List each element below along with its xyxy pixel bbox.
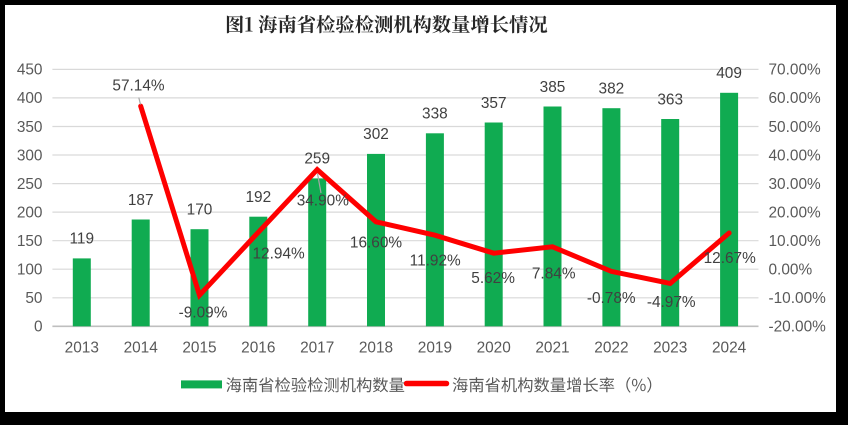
svg-text:0.00%: 0.00%	[769, 262, 813, 279]
svg-text:302: 302	[363, 126, 389, 143]
svg-text:2023: 2023	[653, 340, 687, 357]
svg-text:100: 100	[17, 262, 43, 279]
svg-text:16.60%: 16.60%	[350, 235, 403, 252]
svg-text:187: 187	[128, 192, 154, 209]
svg-text:382: 382	[599, 81, 625, 98]
svg-text:60.00%: 60.00%	[769, 90, 822, 107]
svg-text:2014: 2014	[124, 340, 159, 357]
svg-text:119: 119	[70, 231, 95, 248]
svg-text:2016: 2016	[241, 340, 275, 357]
svg-text:40.00%: 40.00%	[769, 147, 822, 164]
svg-text:2017: 2017	[300, 340, 334, 357]
svg-text:170: 170	[187, 202, 213, 219]
svg-text:50.00%: 50.00%	[769, 119, 822, 136]
svg-text:12.94%: 12.94%	[252, 246, 305, 263]
svg-text:-20.00%: -20.00%	[769, 319, 827, 336]
svg-text:250: 250	[17, 176, 43, 193]
svg-text:150: 150	[17, 233, 43, 250]
svg-text:450: 450	[17, 62, 43, 79]
svg-text:30.00%: 30.00%	[769, 176, 822, 193]
svg-text:363: 363	[657, 91, 683, 108]
svg-text:7.84%: 7.84%	[532, 266, 576, 283]
svg-text:0: 0	[34, 319, 43, 336]
svg-text:2013: 2013	[65, 340, 99, 357]
svg-text:-0.78%: -0.78%	[587, 290, 636, 307]
svg-text:70.00%: 70.00%	[769, 62, 822, 79]
svg-text:300: 300	[17, 147, 43, 164]
svg-text:5.62%: 5.62%	[471, 270, 515, 287]
svg-text:2018: 2018	[359, 340, 393, 357]
svg-text:12.67%: 12.67%	[704, 250, 757, 267]
svg-text:338: 338	[422, 106, 448, 123]
svg-text:259: 259	[304, 151, 330, 168]
svg-text:385: 385	[540, 79, 566, 96]
svg-text:50: 50	[25, 290, 42, 307]
svg-text:20.00%: 20.00%	[769, 204, 822, 221]
svg-text:2015: 2015	[182, 340, 216, 357]
svg-text:57.14%: 57.14%	[112, 78, 165, 95]
svg-text:2021: 2021	[535, 340, 569, 357]
svg-text:2022: 2022	[594, 340, 628, 357]
svg-text:350: 350	[17, 119, 43, 136]
svg-text:11.92%: 11.92%	[410, 252, 461, 269]
svg-text:2024: 2024	[712, 340, 747, 357]
svg-text:-10.00%: -10.00%	[769, 290, 827, 307]
svg-text:192: 192	[245, 189, 271, 206]
svg-text:200: 200	[17, 204, 43, 221]
svg-text:34.90%: 34.90%	[297, 193, 350, 210]
svg-text:409: 409	[716, 65, 742, 82]
svg-text:400: 400	[17, 90, 43, 107]
svg-text:10.00%: 10.00%	[769, 233, 822, 250]
svg-text:357: 357	[481, 95, 507, 112]
svg-text:-4.97%: -4.97%	[647, 294, 696, 311]
svg-text:-9.09%: -9.09%	[179, 305, 228, 322]
svg-text:2020: 2020	[477, 340, 511, 357]
svg-text:2019: 2019	[418, 340, 452, 357]
